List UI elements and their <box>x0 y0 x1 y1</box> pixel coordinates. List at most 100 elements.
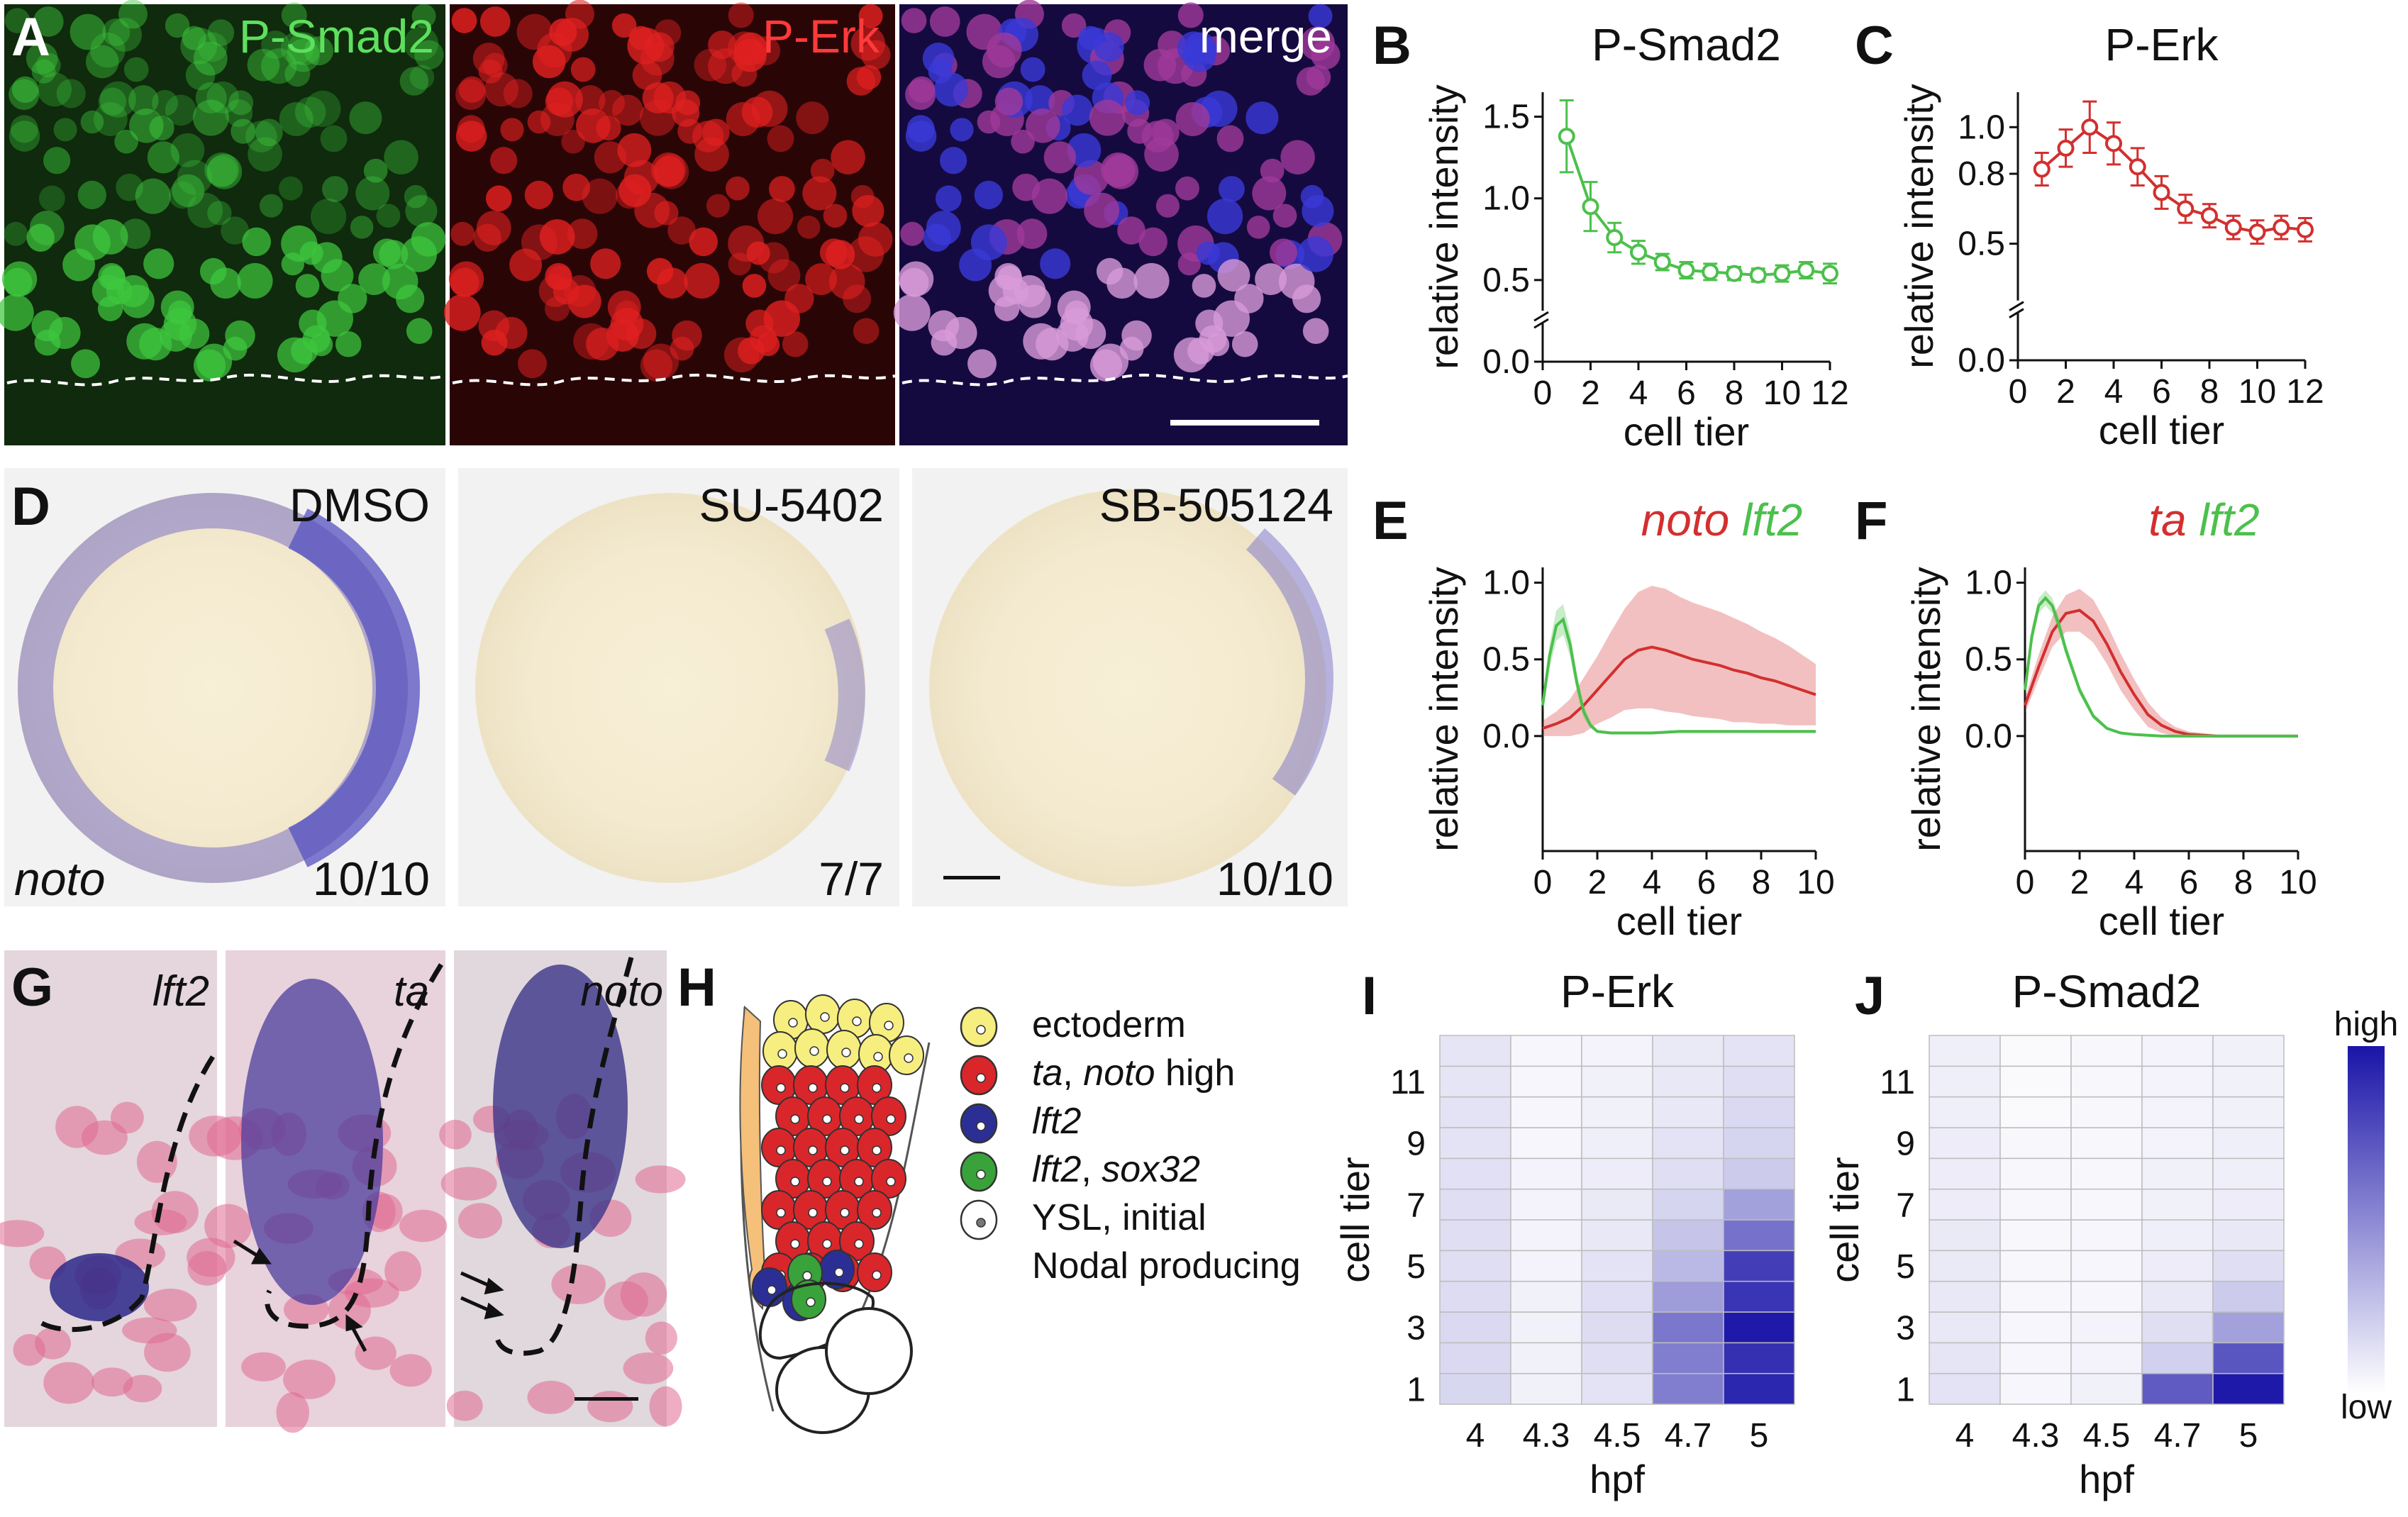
yolk-granule <box>527 1380 575 1414</box>
nucleus-green <box>1 261 38 296</box>
nucleus-red <box>628 26 653 50</box>
heatmap-cell <box>2212 1342 2285 1374</box>
nucleus-red <box>455 121 487 152</box>
data-point <box>1749 266 1767 284</box>
nucleus-merge <box>970 224 1007 261</box>
heatmap-cell <box>1439 1372 1511 1405</box>
scale-bar <box>1170 420 1319 426</box>
nucleus-green <box>299 241 323 265</box>
chart-J: J P-Smad2 4 4.3 4.5 4.7 5 1 3 5 7 9 11 hpf cell tier <box>1822 966 2285 1501</box>
heatmap-cell <box>2212 1127 2285 1160</box>
x-axis-label: cell tier <box>1616 899 1742 943</box>
embryo-su5402-stain <box>824 618 865 772</box>
heatmap-cell <box>1929 1127 2001 1160</box>
heatmap-cell <box>1439 1219 1511 1252</box>
yolk-granule <box>457 1203 503 1239</box>
heatmap-cell <box>1510 1372 1582 1405</box>
axis-break-mark <box>2009 308 2024 318</box>
x-axis-label: hpf <box>2079 1457 2134 1501</box>
cell-nucleus <box>840 1083 850 1093</box>
nucleus-green <box>259 194 283 218</box>
cell-nucleus <box>809 1046 819 1056</box>
nucleus-merge <box>1177 252 1201 276</box>
nucleus-red <box>797 216 821 239</box>
nucleus-red <box>539 219 575 255</box>
nucleus-red <box>485 185 512 212</box>
yolk-granule <box>623 1352 674 1384</box>
heatmap-cell <box>1652 1250 1724 1282</box>
condition-label-dmso: DMSO <box>289 479 430 531</box>
yolk-granule <box>143 1289 197 1322</box>
chart-title: noto lft2 <box>1641 494 1803 545</box>
x-tick-label: 4 <box>1629 374 1648 412</box>
y-tick-label: 1.0 <box>1958 109 2005 146</box>
nucleus-merge <box>1183 38 1216 72</box>
heatmap-cell <box>2212 1096 2285 1128</box>
nucleus-red <box>802 176 837 211</box>
nucleus-green <box>4 8 30 33</box>
data-point <box>1821 265 1838 282</box>
heatmap-cell <box>1439 1157 1511 1190</box>
heatmap-cell <box>1999 1311 2072 1344</box>
gene-label-lft2: lft2 <box>152 967 209 1015</box>
data-point <box>2177 200 2195 218</box>
x-tick-label: 4.7 <box>1665 1417 1712 1455</box>
heatmap-cell <box>1439 1280 1511 1313</box>
heatmap-cell <box>1581 1127 1653 1160</box>
nucleus-green <box>35 52 61 78</box>
heatmap-cell <box>1510 1342 1582 1374</box>
heatmap-cell <box>1999 1188 2072 1221</box>
heatmap-cell <box>1723 1280 1795 1313</box>
nucleus-merge <box>1089 99 1126 136</box>
y-tick-label: 9 <box>1406 1126 1426 1163</box>
nucleus-merge <box>1175 101 1210 136</box>
nucleus-red <box>575 85 606 116</box>
heatmap-cell <box>1652 1157 1724 1190</box>
data-point <box>2129 158 2146 176</box>
yolk-granule <box>389 1354 432 1387</box>
nucleus-merge <box>1272 204 1297 228</box>
panel-letter-g: G <box>11 957 53 1018</box>
nucleus-merge <box>987 32 1022 68</box>
x-tick-label: 10 <box>2279 864 2317 901</box>
chart-B: B P-Smad2 0 2 4 6 8 10 12 0.0 0.5 1.0 1.5 cell tier re… <box>1372 16 1849 454</box>
chart-C: C P-Erk 0 2 4 6 8 10 12 0.0 0.5 0.8 1.0 cell tier rela… <box>1855 16 2324 452</box>
heatmap-cell <box>1723 1035 1795 1067</box>
nucleus-green <box>126 323 163 360</box>
nucleus-red <box>767 259 801 292</box>
heatmap-cell <box>2141 1188 2214 1221</box>
nucleus-green <box>118 0 148 29</box>
cell-nucleus <box>904 1053 914 1063</box>
panel-d-embryos: D DMSO SU-5402 SB-505124 noto 10/10 7/7 … <box>4 468 1348 906</box>
nucleus-green <box>281 2 307 28</box>
nucleus-green <box>192 99 229 136</box>
nucleus-red <box>567 218 598 250</box>
noto-stain <box>493 965 628 1248</box>
cell-nucleus <box>834 1267 844 1277</box>
y-axis-label: relative intensity <box>1421 84 1466 369</box>
condition-label-su5402: SU-5402 <box>699 479 884 531</box>
heatmap-cell <box>1723 1188 1795 1221</box>
data-point <box>2153 184 2170 201</box>
embryo-su5402 <box>475 493 865 883</box>
heatmap-cell <box>2141 1065 2214 1098</box>
nucleus-red <box>567 284 601 318</box>
nucleus-red <box>642 82 674 114</box>
nucleus-merge <box>1177 2 1204 28</box>
y-axis-label: cell tier <box>1822 1157 1867 1282</box>
series-line <box>1565 135 1831 277</box>
nucleus-red <box>538 274 572 307</box>
heatmap-cell <box>1581 1311 1653 1344</box>
x-tick-label: 8 <box>2234 864 2253 901</box>
nucleus-green <box>284 61 311 87</box>
x-tick-label: 4 <box>1643 864 1662 901</box>
panel-letter-f: F <box>1855 491 1887 551</box>
nucleus-merge <box>1245 101 1279 135</box>
nucleus-green <box>320 125 348 152</box>
y-tick-label: 0.5 <box>1482 262 1530 299</box>
x-tick-label: 12 <box>1811 374 1848 412</box>
heatmap-cell <box>1723 1311 1795 1344</box>
heatmap-cell <box>1929 1311 2001 1344</box>
cell-nucleus <box>790 1177 800 1187</box>
